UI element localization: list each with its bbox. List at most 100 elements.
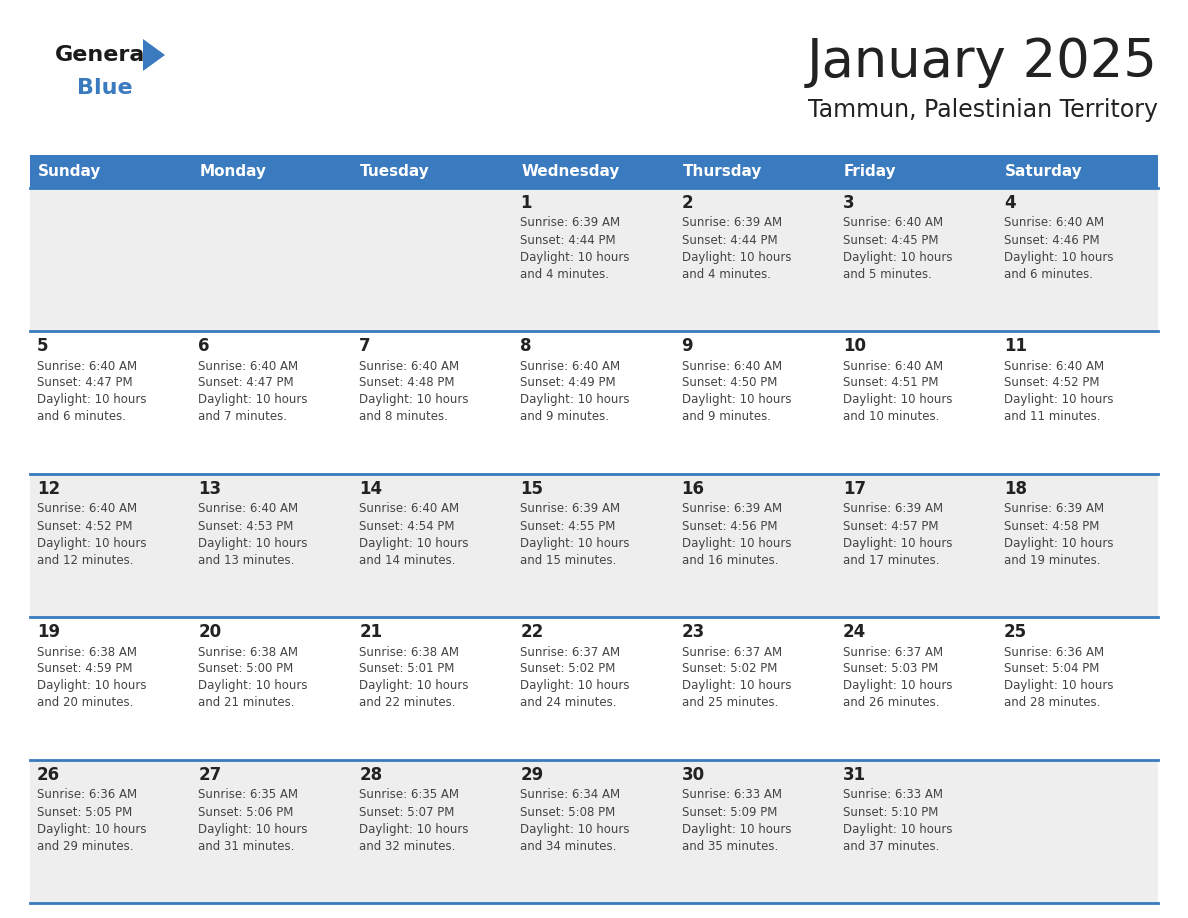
Text: Sunrise: 6:40 AM: Sunrise: 6:40 AM — [359, 502, 460, 516]
Text: Sunset: 4:57 PM: Sunset: 4:57 PM — [842, 520, 939, 532]
Text: Sunset: 5:02 PM: Sunset: 5:02 PM — [520, 663, 615, 676]
Text: 16: 16 — [682, 480, 704, 498]
Text: Daylight: 10 hours: Daylight: 10 hours — [1004, 679, 1113, 692]
Text: 28: 28 — [359, 766, 383, 784]
Text: Daylight: 10 hours: Daylight: 10 hours — [520, 679, 630, 692]
Text: Daylight: 10 hours: Daylight: 10 hours — [682, 536, 791, 550]
Text: 1: 1 — [520, 194, 532, 212]
Text: Sunset: 5:05 PM: Sunset: 5:05 PM — [37, 805, 132, 819]
Text: Daylight: 10 hours: Daylight: 10 hours — [682, 394, 791, 407]
Bar — [835, 617, 997, 760]
Text: Daylight: 10 hours: Daylight: 10 hours — [520, 823, 630, 835]
Text: 31: 31 — [842, 766, 866, 784]
Text: and 8 minutes.: and 8 minutes. — [359, 410, 448, 423]
Text: Sunrise: 6:33 AM: Sunrise: 6:33 AM — [682, 789, 782, 801]
Text: and 24 minutes.: and 24 minutes. — [520, 697, 617, 710]
Text: 7: 7 — [359, 337, 371, 355]
Text: and 7 minutes.: and 7 minutes. — [198, 410, 287, 423]
Bar — [191, 760, 353, 903]
Bar — [835, 474, 997, 617]
Text: Wednesday: Wednesday — [522, 164, 620, 179]
Text: Sunrise: 6:40 AM: Sunrise: 6:40 AM — [520, 360, 620, 373]
Text: Daylight: 10 hours: Daylight: 10 hours — [520, 536, 630, 550]
Bar — [835, 188, 997, 331]
Text: Monday: Monday — [200, 164, 266, 179]
Text: Sunset: 4:49 PM: Sunset: 4:49 PM — [520, 376, 617, 389]
Text: and 26 minutes.: and 26 minutes. — [842, 697, 940, 710]
Text: Daylight: 10 hours: Daylight: 10 hours — [1004, 394, 1113, 407]
Text: Daylight: 10 hours: Daylight: 10 hours — [682, 251, 791, 263]
Text: 21: 21 — [359, 623, 383, 641]
Bar — [997, 474, 1158, 617]
Text: and 17 minutes.: and 17 minutes. — [842, 554, 940, 566]
Text: Sunrise: 6:40 AM: Sunrise: 6:40 AM — [842, 360, 943, 373]
Bar — [30, 474, 191, 617]
Bar — [353, 188, 513, 331]
Bar — [675, 760, 835, 903]
Text: Daylight: 10 hours: Daylight: 10 hours — [520, 394, 630, 407]
Text: 4: 4 — [1004, 194, 1016, 212]
Text: Sunset: 5:02 PM: Sunset: 5:02 PM — [682, 663, 777, 676]
Text: Daylight: 10 hours: Daylight: 10 hours — [359, 394, 469, 407]
Text: Sunrise: 6:40 AM: Sunrise: 6:40 AM — [37, 360, 137, 373]
Text: 20: 20 — [198, 623, 221, 641]
Text: Daylight: 10 hours: Daylight: 10 hours — [842, 823, 953, 835]
Text: 22: 22 — [520, 623, 544, 641]
Text: 24: 24 — [842, 623, 866, 641]
Bar — [513, 331, 675, 474]
Text: Daylight: 10 hours: Daylight: 10 hours — [842, 679, 953, 692]
Text: 14: 14 — [359, 480, 383, 498]
Bar — [835, 155, 997, 188]
Text: 6: 6 — [198, 337, 209, 355]
Text: Sunrise: 6:33 AM: Sunrise: 6:33 AM — [842, 789, 943, 801]
Text: Sunrise: 6:35 AM: Sunrise: 6:35 AM — [198, 789, 298, 801]
Text: and 29 minutes.: and 29 minutes. — [37, 839, 133, 853]
Text: Sunday: Sunday — [38, 164, 101, 179]
Bar — [997, 331, 1158, 474]
Text: Daylight: 10 hours: Daylight: 10 hours — [842, 251, 953, 263]
Text: Sunrise: 6:37 AM: Sunrise: 6:37 AM — [520, 645, 620, 658]
Text: Sunset: 4:52 PM: Sunset: 4:52 PM — [1004, 376, 1099, 389]
Bar — [675, 188, 835, 331]
Bar — [513, 155, 675, 188]
Text: 3: 3 — [842, 194, 854, 212]
Text: Sunset: 5:10 PM: Sunset: 5:10 PM — [842, 805, 939, 819]
Text: and 28 minutes.: and 28 minutes. — [1004, 697, 1100, 710]
Bar — [513, 474, 675, 617]
Text: Blue: Blue — [77, 78, 133, 98]
Text: 10: 10 — [842, 337, 866, 355]
Bar — [353, 331, 513, 474]
Text: Daylight: 10 hours: Daylight: 10 hours — [682, 823, 791, 835]
Text: Sunrise: 6:38 AM: Sunrise: 6:38 AM — [198, 645, 298, 658]
Text: Sunrise: 6:40 AM: Sunrise: 6:40 AM — [198, 360, 298, 373]
Text: Sunset: 4:51 PM: Sunset: 4:51 PM — [842, 376, 939, 389]
Text: Sunset: 4:44 PM: Sunset: 4:44 PM — [682, 233, 777, 247]
Text: and 22 minutes.: and 22 minutes. — [359, 697, 456, 710]
Bar — [191, 331, 353, 474]
Text: and 32 minutes.: and 32 minutes. — [359, 839, 456, 853]
Text: Daylight: 10 hours: Daylight: 10 hours — [198, 394, 308, 407]
Text: and 6 minutes.: and 6 minutes. — [1004, 267, 1093, 281]
Text: Sunrise: 6:40 AM: Sunrise: 6:40 AM — [842, 217, 943, 230]
Text: Sunrise: 6:40 AM: Sunrise: 6:40 AM — [359, 360, 460, 373]
Bar — [191, 155, 353, 188]
Text: Sunset: 5:09 PM: Sunset: 5:09 PM — [682, 805, 777, 819]
Text: 15: 15 — [520, 480, 543, 498]
Text: and 13 minutes.: and 13 minutes. — [198, 554, 295, 566]
Text: Sunrise: 6:40 AM: Sunrise: 6:40 AM — [198, 502, 298, 516]
Bar — [353, 760, 513, 903]
Text: 30: 30 — [682, 766, 704, 784]
Bar — [30, 155, 191, 188]
Text: Sunrise: 6:39 AM: Sunrise: 6:39 AM — [842, 502, 943, 516]
Text: 19: 19 — [37, 623, 61, 641]
Text: and 37 minutes.: and 37 minutes. — [842, 839, 939, 853]
Text: and 19 minutes.: and 19 minutes. — [1004, 554, 1100, 566]
Text: and 9 minutes.: and 9 minutes. — [520, 410, 609, 423]
Text: Daylight: 10 hours: Daylight: 10 hours — [198, 536, 308, 550]
Text: Sunset: 5:04 PM: Sunset: 5:04 PM — [1004, 663, 1099, 676]
Text: Daylight: 10 hours: Daylight: 10 hours — [198, 823, 308, 835]
Text: Daylight: 10 hours: Daylight: 10 hours — [520, 251, 630, 263]
Bar — [997, 188, 1158, 331]
Text: Sunset: 4:54 PM: Sunset: 4:54 PM — [359, 520, 455, 532]
Text: Sunset: 4:55 PM: Sunset: 4:55 PM — [520, 520, 615, 532]
